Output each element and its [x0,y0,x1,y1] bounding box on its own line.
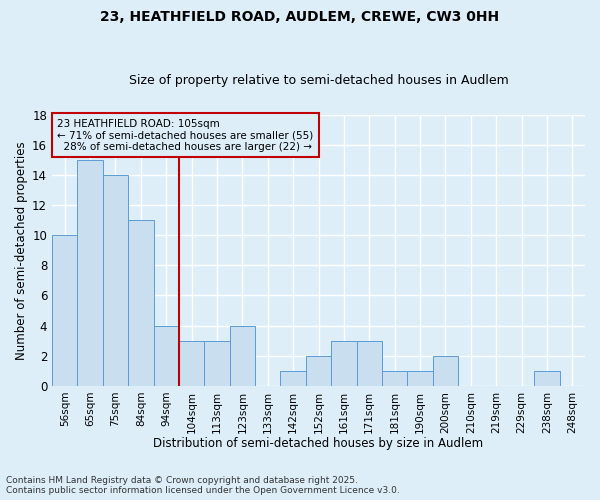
Bar [382,371,407,386]
Bar [52,235,77,386]
Y-axis label: Number of semi-detached properties: Number of semi-detached properties [15,141,28,360]
Bar [356,340,382,386]
Bar [103,175,128,386]
Bar [433,356,458,386]
Bar [230,326,255,386]
Bar [407,371,433,386]
Bar [154,326,179,386]
Bar [534,371,560,386]
Bar [280,371,306,386]
Bar [179,340,205,386]
Text: 23 HEATHFIELD ROAD: 105sqm
← 71% of semi-detached houses are smaller (55)
  28% : 23 HEATHFIELD ROAD: 105sqm ← 71% of semi… [58,118,314,152]
Bar [306,356,331,386]
Bar [205,340,230,386]
Bar [331,340,356,386]
Text: 23, HEATHFIELD ROAD, AUDLEM, CREWE, CW3 0HH: 23, HEATHFIELD ROAD, AUDLEM, CREWE, CW3 … [100,10,500,24]
X-axis label: Distribution of semi-detached houses by size in Audlem: Distribution of semi-detached houses by … [154,437,484,450]
Title: Size of property relative to semi-detached houses in Audlem: Size of property relative to semi-detach… [128,74,508,87]
Text: Contains HM Land Registry data © Crown copyright and database right 2025.
Contai: Contains HM Land Registry data © Crown c… [6,476,400,495]
Bar [128,220,154,386]
Bar [77,160,103,386]
